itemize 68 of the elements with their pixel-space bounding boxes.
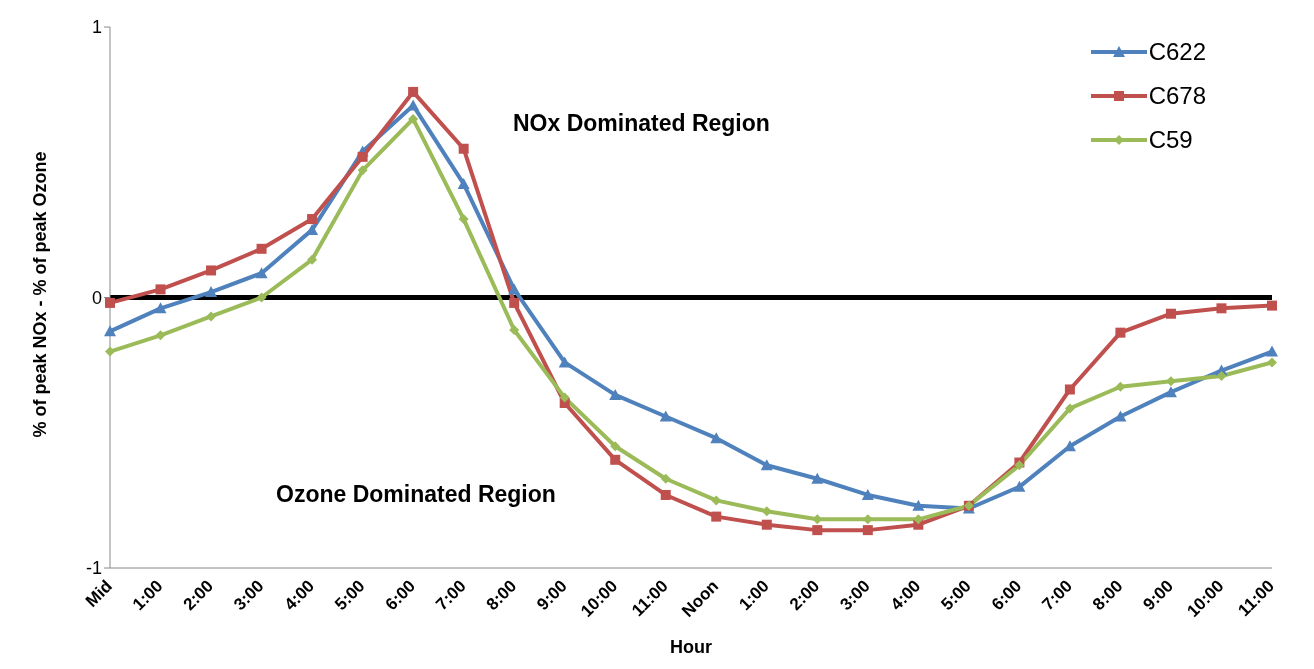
point — [609, 388, 622, 400]
point — [154, 302, 167, 314]
point — [307, 254, 318, 265]
point — [508, 283, 521, 295]
point — [458, 214, 469, 225]
point — [913, 514, 924, 525]
point — [256, 243, 267, 254]
point — [861, 488, 874, 500]
point — [559, 392, 570, 403]
point — [357, 165, 368, 176]
point — [761, 506, 772, 517]
point — [1013, 480, 1026, 492]
point — [155, 330, 166, 341]
point — [1064, 384, 1075, 395]
point — [1165, 308, 1176, 319]
point — [659, 410, 672, 422]
point — [408, 113, 419, 124]
point — [811, 472, 824, 484]
point — [256, 292, 267, 303]
point — [711, 511, 722, 522]
point — [660, 489, 671, 500]
point — [912, 499, 925, 511]
point — [862, 525, 873, 536]
point — [710, 432, 723, 444]
point — [104, 325, 116, 337]
y-tick-label: 0 — [91, 287, 102, 308]
x-tick-label: Mid — [81, 576, 116, 611]
point — [1267, 300, 1277, 311]
point — [812, 525, 823, 536]
point — [105, 297, 115, 308]
point — [610, 441, 621, 452]
point — [206, 265, 217, 276]
point — [1216, 303, 1227, 314]
point — [408, 86, 419, 97]
point — [307, 214, 318, 225]
annotation: Ozone Dominated Region — [276, 481, 556, 508]
point — [458, 143, 469, 154]
point — [155, 284, 166, 295]
point — [509, 297, 520, 308]
point — [1115, 327, 1126, 338]
point — [761, 519, 772, 530]
point — [1216, 370, 1227, 381]
point — [711, 495, 722, 506]
point — [457, 177, 470, 189]
point — [1064, 403, 1075, 414]
point — [760, 459, 773, 471]
point — [255, 267, 268, 279]
point — [610, 454, 621, 465]
point — [206, 311, 217, 322]
point — [105, 346, 115, 357]
point — [205, 286, 218, 298]
point — [357, 151, 368, 162]
x-axis-title: Hour — [670, 637, 712, 657]
point — [1266, 345, 1278, 357]
y-tick-label: -1 — [85, 558, 102, 579]
point — [1114, 410, 1127, 422]
annotation: NOx Dominated Region — [513, 110, 770, 137]
point — [558, 356, 571, 368]
point — [1164, 386, 1177, 398]
point — [509, 324, 520, 335]
point — [660, 473, 671, 484]
legend-label: C622 — [1148, 37, 1206, 67]
y-tick-label: 1 — [91, 17, 102, 38]
legend-label: C678 — [1148, 81, 1206, 111]
point — [1267, 357, 1277, 368]
legend-label: C59 — [1148, 125, 1193, 155]
y-axis-title: % of peak NOx - % of peak Ozone — [30, 151, 51, 438]
x-tick-label: 4:00 — [886, 576, 925, 615]
